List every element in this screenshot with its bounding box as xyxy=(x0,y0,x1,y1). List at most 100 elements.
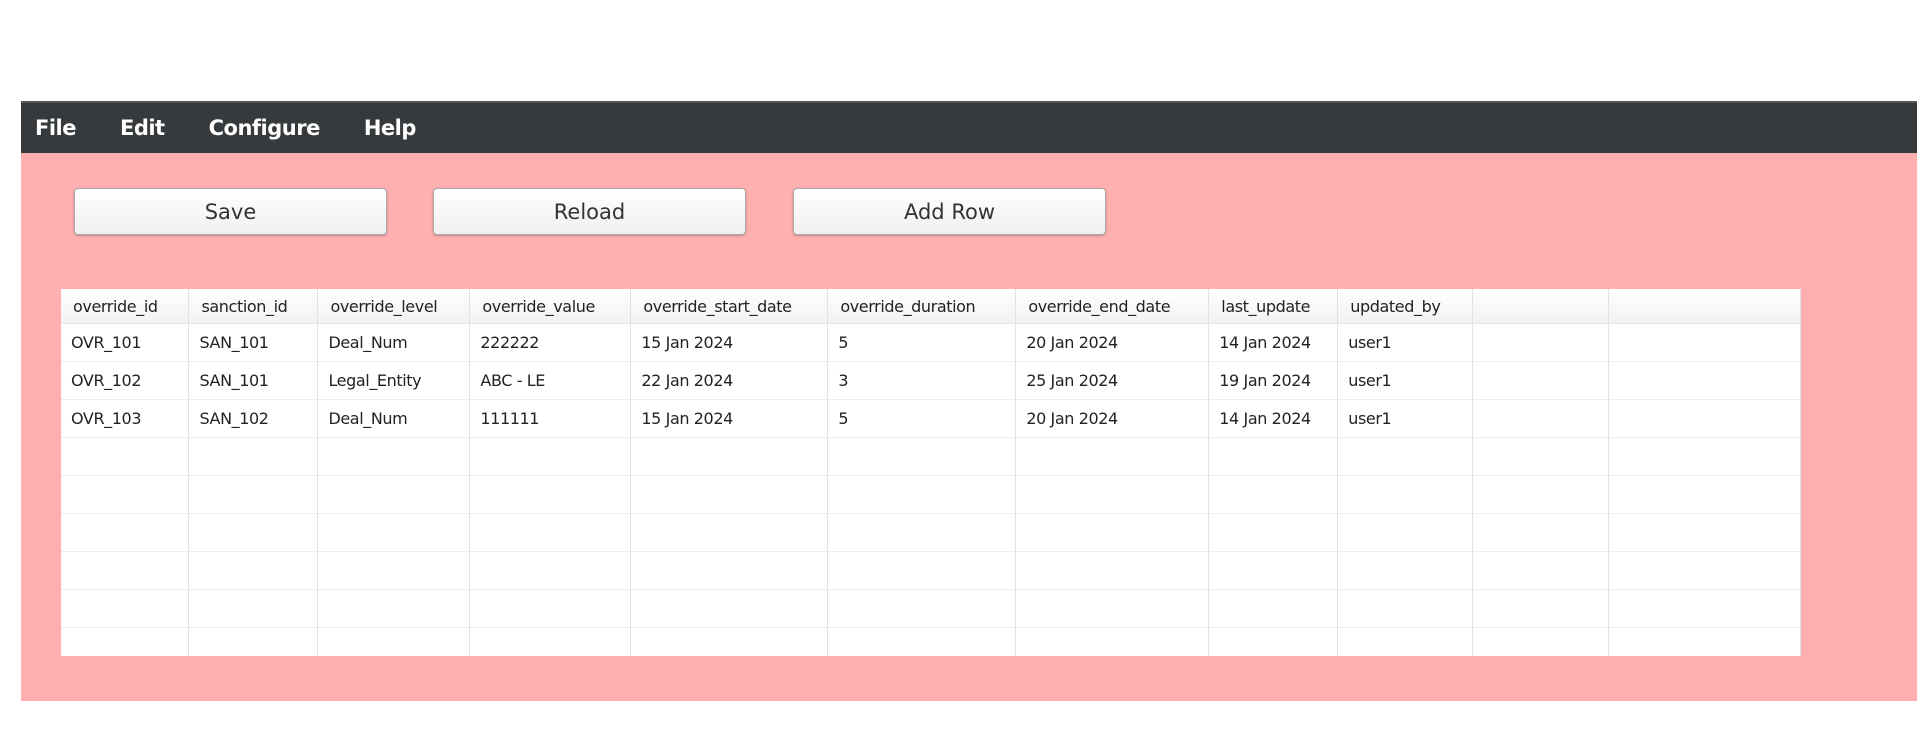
table-cell[interactable] xyxy=(1337,627,1474,656)
table-cell[interactable] xyxy=(1472,513,1610,552)
add-row-button[interactable]: Add Row xyxy=(793,188,1106,235)
table-cell[interactable] xyxy=(1608,361,1801,400)
table-cell[interactable] xyxy=(1015,513,1210,552)
table-cell[interactable]: 222222 xyxy=(469,323,632,362)
column-header-updated-by[interactable]: updated_by xyxy=(1337,289,1474,324)
table-cell[interactable] xyxy=(1208,627,1339,656)
table-cell[interactable]: 20 Jan 2024 xyxy=(1015,399,1210,438)
column-header-override-end-date[interactable]: override_end_date xyxy=(1015,289,1210,324)
table-cell[interactable]: 111111 xyxy=(469,399,632,438)
table-cell[interactable] xyxy=(1608,513,1801,552)
table-cell[interactable]: user1 xyxy=(1337,399,1474,438)
table-cell[interactable] xyxy=(630,551,829,590)
table-cell[interactable] xyxy=(630,437,829,476)
empty-table-row[interactable] xyxy=(61,589,1801,628)
table-cell[interactable]: user1 xyxy=(1337,323,1474,362)
menu-configure[interactable]: Configure xyxy=(208,116,321,140)
table-cell[interactable] xyxy=(1608,589,1801,628)
table-cell[interactable]: OVR_101 xyxy=(61,323,190,362)
table-cell[interactable] xyxy=(188,551,319,590)
empty-table-row[interactable] xyxy=(61,437,1801,476)
table-cell[interactable]: SAN_102 xyxy=(188,399,319,438)
table-cell[interactable] xyxy=(1208,589,1339,628)
table-cell[interactable] xyxy=(1608,437,1801,476)
table-cell[interactable] xyxy=(630,513,829,552)
table-cell[interactable]: 15 Jan 2024 xyxy=(630,323,829,362)
table-cell[interactable] xyxy=(1015,551,1210,590)
table-cell[interactable] xyxy=(61,513,190,552)
table-cell[interactable] xyxy=(1337,475,1474,514)
column-header-override-value[interactable]: override_value xyxy=(469,289,632,324)
table-cell[interactable] xyxy=(317,551,471,590)
table-cell[interactable]: SAN_101 xyxy=(188,323,319,362)
table-cell[interactable]: 5 xyxy=(827,323,1017,362)
table-cell[interactable]: 3 xyxy=(827,361,1017,400)
table-cell[interactable] xyxy=(469,551,632,590)
table-cell[interactable] xyxy=(469,513,632,552)
table-cell[interactable]: Deal_Num xyxy=(317,399,471,438)
table-cell[interactable] xyxy=(630,475,829,514)
table-cell[interactable]: OVR_102 xyxy=(61,361,190,400)
table-cell[interactable]: 22 Jan 2024 xyxy=(630,361,829,400)
table-cell[interactable] xyxy=(469,475,632,514)
table-cell[interactable] xyxy=(827,627,1017,656)
table-cell[interactable] xyxy=(630,589,829,628)
table-cell[interactable] xyxy=(1608,399,1801,438)
table-cell[interactable]: ABC - LE xyxy=(469,361,632,400)
table-cell[interactable] xyxy=(1337,551,1474,590)
table-cell[interactable] xyxy=(1472,399,1610,438)
table-cell[interactable] xyxy=(317,589,471,628)
column-header-override-level[interactable]: override_level xyxy=(317,289,471,324)
table-cell[interactable] xyxy=(1015,627,1210,656)
table-cell[interactable] xyxy=(827,513,1017,552)
column-header-blank[interactable] xyxy=(1472,289,1610,324)
column-header-override-id[interactable]: override_id xyxy=(61,289,190,324)
table-cell[interactable] xyxy=(317,475,471,514)
table-cell[interactable] xyxy=(1208,437,1339,476)
table-cell[interactable] xyxy=(1337,589,1474,628)
table-row[interactable]: OVR_103 SAN_102 Deal_Num 111111 15 Jan 2024 5… xyxy=(61,399,1801,438)
table-cell[interactable] xyxy=(1472,323,1610,362)
table-cell[interactable] xyxy=(1472,475,1610,514)
table-cell[interactable] xyxy=(1608,551,1801,590)
table-cell[interactable] xyxy=(1472,437,1610,476)
empty-table-row[interactable] xyxy=(61,627,1801,656)
table-cell[interactable] xyxy=(1472,627,1610,656)
table-cell[interactable] xyxy=(469,627,632,656)
table-cell[interactable] xyxy=(1472,361,1610,400)
column-header-blank[interactable] xyxy=(1608,289,1801,324)
table-cell[interactable] xyxy=(61,589,190,628)
table-cell[interactable] xyxy=(61,627,190,656)
table-cell[interactable] xyxy=(1337,437,1474,476)
table-cell[interactable] xyxy=(827,475,1017,514)
table-cell[interactable] xyxy=(1015,475,1210,514)
column-header-sanction-id[interactable]: sanction_id xyxy=(188,289,319,324)
table-cell[interactable]: SAN_101 xyxy=(188,361,319,400)
table-cell[interactable]: 19 Jan 2024 xyxy=(1208,361,1339,400)
table-cell[interactable] xyxy=(1015,437,1210,476)
table-cell[interactable] xyxy=(469,589,632,628)
table-cell[interactable] xyxy=(61,551,190,590)
table-cell[interactable] xyxy=(827,551,1017,590)
table-cell[interactable] xyxy=(1208,551,1339,590)
table-cell[interactable] xyxy=(827,437,1017,476)
table-cell[interactable] xyxy=(1472,551,1610,590)
reload-button[interactable]: Reload xyxy=(433,188,746,235)
table-row[interactable]: OVR_101 SAN_101 Deal_Num 222222 15 Jan 2024 5… xyxy=(61,323,1801,362)
column-header-override-duration[interactable]: override_duration xyxy=(827,289,1017,324)
table-cell[interactable] xyxy=(317,627,471,656)
empty-table-row[interactable] xyxy=(61,551,1801,590)
table-cell[interactable] xyxy=(61,475,190,514)
table-cell[interactable] xyxy=(1608,627,1801,656)
table-cell[interactable]: OVR_103 xyxy=(61,399,190,438)
table-cell[interactable] xyxy=(827,589,1017,628)
table-cell[interactable]: 5 xyxy=(827,399,1017,438)
table-cell[interactable] xyxy=(188,437,319,476)
table-cell[interactable] xyxy=(188,627,319,656)
table-cell[interactable] xyxy=(188,475,319,514)
table-cell[interactable]: Deal_Num xyxy=(317,323,471,362)
save-button[interactable]: Save xyxy=(74,188,387,235)
table-cell[interactable]: Legal_Entity xyxy=(317,361,471,400)
table-cell[interactable] xyxy=(630,627,829,656)
menu-edit[interactable]: Edit xyxy=(119,116,165,140)
